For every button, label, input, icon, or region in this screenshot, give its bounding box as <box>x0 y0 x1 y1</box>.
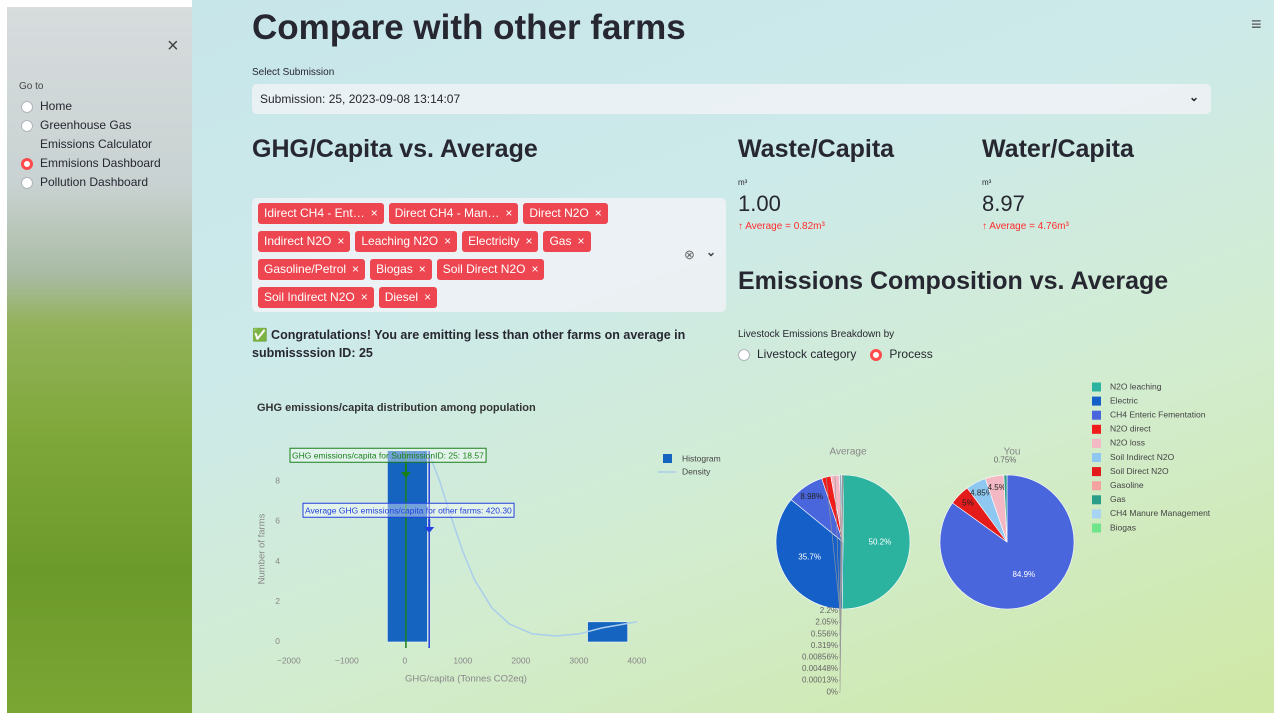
x-tick-label: 4000 <box>627 655 646 665</box>
legend-label: Gasoline <box>1110 480 1144 490</box>
plot-area <box>387 441 636 648</box>
slice-label: 84.9% <box>1012 570 1035 579</box>
annotation-text: GHG emissions/capita for SubmissionID: 2… <box>292 450 484 460</box>
slice-label: 0.75% <box>994 455 1017 464</box>
pie-title: Average <box>829 447 867 458</box>
legend-label: Soil Direct N2O <box>1110 466 1169 476</box>
app: × Go to HomeGreenhouse Gas Emissions Cal… <box>0 0 1274 713</box>
legend-swatch <box>1092 397 1101 406</box>
legend-swatch <box>1092 411 1101 420</box>
y-tick-label: 8 <box>275 475 280 485</box>
legend-swatch <box>1092 425 1101 434</box>
x-axis-label: GHG/capita (Tonnes CO2eq) <box>405 674 527 685</box>
bar <box>387 441 427 642</box>
slice-label: 8.98% <box>800 492 823 501</box>
legend-label: Soil Indirect N2O <box>1110 452 1175 462</box>
legend-swatch <box>1092 467 1101 476</box>
legend-label: Histogram <box>682 453 721 463</box>
slice-label: 5% <box>962 499 974 508</box>
legend-label: Gas <box>1110 494 1126 504</box>
legend-label: Biogas <box>1110 522 1136 532</box>
slice-label: 0% <box>826 687 838 696</box>
slice-label: 50.2% <box>869 537 892 546</box>
x-tick-label: 1000 <box>453 655 472 665</box>
legend-swatch <box>1092 524 1101 533</box>
legend-swatch <box>1092 453 1101 462</box>
slice-label: 0.00448% <box>802 664 838 673</box>
legend-swatch <box>1092 509 1101 518</box>
y-axis-label: Number of farms <box>257 513 268 584</box>
legend-swatch <box>1092 495 1101 504</box>
slice-label: 0.319% <box>811 641 838 650</box>
slice-label: 0.00013% <box>802 676 838 685</box>
slice-label: 0.556% <box>811 629 838 638</box>
x-tick-label: 3000 <box>569 655 588 665</box>
slice-label: 2.05% <box>815 618 838 627</box>
x-tick-label: 2000 <box>511 655 530 665</box>
x-tick-label: 0 <box>402 655 407 665</box>
legend-label: Electric <box>1110 395 1139 405</box>
legend-swatch <box>1092 439 1101 448</box>
y-tick-label: 6 <box>275 516 280 526</box>
chart-title: GHG emissions/capita distribution among … <box>257 402 536 414</box>
legend-swatch <box>1092 481 1101 490</box>
slice-label: 4.5% <box>988 483 1006 492</box>
legend-label: N2O loss <box>1110 438 1145 448</box>
slice-label: 2.2% <box>820 606 838 615</box>
density-line <box>428 451 637 636</box>
legend-swatch <box>663 454 672 463</box>
x-tick-label: −2000 <box>277 655 301 665</box>
legend-label: Density <box>682 466 711 476</box>
legend-label: CH4 Manure Management <box>1110 508 1211 518</box>
legend-label: CH4 Enteric Fementation <box>1110 409 1206 419</box>
charts: GHG emissions/capita distribution among … <box>0 0 1274 713</box>
x-tick-label: −1000 <box>335 655 359 665</box>
y-tick-label: 2 <box>275 596 280 606</box>
slice-label: 0.00856% <box>802 653 838 662</box>
slice-label: 35.7% <box>798 553 821 562</box>
y-tick-label: 0 <box>275 636 280 646</box>
legend-swatch <box>1092 383 1101 392</box>
y-tick-label: 4 <box>275 556 280 566</box>
legend-label: N2O direct <box>1110 424 1151 434</box>
legend-label: N2O leaching <box>1110 381 1162 391</box>
annotation-text: Average GHG emissions/capita for other f… <box>305 505 512 515</box>
